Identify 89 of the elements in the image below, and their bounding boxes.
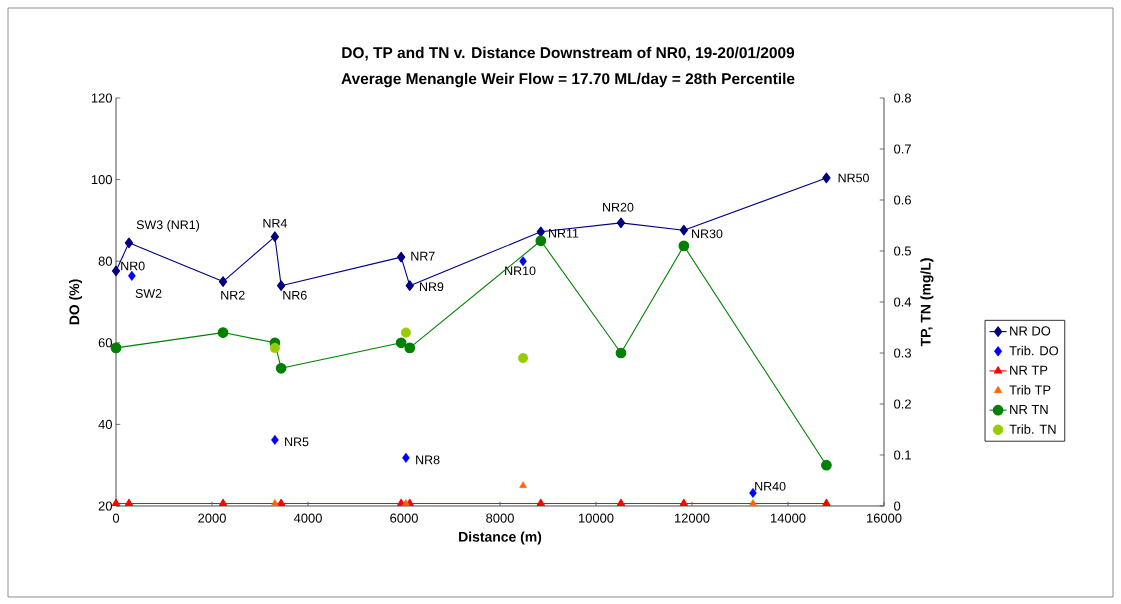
x-tick-label: 16000 xyxy=(866,513,902,523)
chart-title: DO, TP and TN v. Distance Downstream of NR0, 19-20/01/2009 xyxy=(342,46,795,61)
legend-label: NR DO xyxy=(1010,326,1051,336)
annotation: NR4 xyxy=(263,218,287,228)
x-tick-label: 2000 xyxy=(198,513,226,523)
point xyxy=(679,224,688,236)
y2-tick-label: 0.1 xyxy=(894,450,911,460)
annotation: NR11 xyxy=(549,229,579,238)
annotation: NR30 xyxy=(692,229,723,239)
point xyxy=(536,498,545,507)
annotation: NR5 xyxy=(285,437,309,447)
annotation: SW2 xyxy=(135,289,162,298)
point xyxy=(822,498,831,507)
point xyxy=(271,499,279,506)
annotation: NR7 xyxy=(411,251,435,261)
y-axis-title: DO (%) xyxy=(69,279,83,325)
point xyxy=(128,270,136,281)
point xyxy=(124,237,134,249)
y2-axis-title: TP, TN (mg/L) xyxy=(920,258,934,347)
annotation: NR40 xyxy=(755,481,786,491)
x-tick-label: 8000 xyxy=(486,513,514,523)
y2-tick-label: 0.4 xyxy=(894,297,912,307)
point xyxy=(111,265,121,277)
y-tick-label: 60 xyxy=(98,338,112,348)
point xyxy=(616,498,626,507)
y2-tick-label: 0.5 xyxy=(894,246,911,256)
legend-label: NR TN xyxy=(1010,404,1048,414)
point xyxy=(519,256,527,267)
point xyxy=(110,342,122,354)
y2-tick-label: 0.7 xyxy=(894,144,911,154)
point xyxy=(616,217,626,229)
point xyxy=(218,276,228,287)
point xyxy=(822,172,831,184)
point xyxy=(405,280,414,292)
annotation: NR6 xyxy=(283,290,307,300)
x-tick-label: 6000 xyxy=(390,513,418,523)
point xyxy=(269,342,280,353)
y2-tick-label: 0.2 xyxy=(894,399,911,409)
point xyxy=(402,452,410,463)
point xyxy=(217,327,229,338)
y-tick-label: 80 xyxy=(98,256,112,266)
point xyxy=(124,498,134,507)
annotation: NR0 xyxy=(121,261,145,271)
point xyxy=(749,487,757,498)
y-tick-label: 120 xyxy=(91,93,112,103)
x-tick-label: 10000 xyxy=(578,513,614,523)
annotation: NR2 xyxy=(221,290,245,300)
point xyxy=(270,231,280,243)
annotation: NR9 xyxy=(419,282,444,292)
annotation: NR50 xyxy=(838,173,869,183)
point xyxy=(679,498,689,507)
point xyxy=(402,499,410,506)
point xyxy=(218,498,228,507)
point xyxy=(678,240,690,252)
point xyxy=(821,459,832,471)
legend-label: Trib TP xyxy=(1009,385,1051,395)
annotation: NR10 xyxy=(505,266,536,276)
point xyxy=(396,251,406,263)
legend-label: Trib. DO xyxy=(1009,345,1059,356)
point xyxy=(404,342,416,354)
y2-tick-label: 0.8 xyxy=(894,93,911,103)
y-tick-label: 40 xyxy=(98,419,112,429)
point xyxy=(275,362,287,374)
chart-subtitle: Average Menangle Weir Flow = 17.70 ML/day = 28th Percentile xyxy=(341,72,795,88)
annotation: NR8 xyxy=(416,455,440,465)
y2-tick-label: 0.6 xyxy=(894,195,911,205)
point xyxy=(276,280,286,292)
x-tick-label: 14000 xyxy=(770,513,806,523)
x-tick-label: 4000 xyxy=(293,513,322,523)
point xyxy=(400,327,411,338)
point xyxy=(395,337,407,349)
y2-tick-label: 0.3 xyxy=(894,348,911,358)
point xyxy=(111,498,121,507)
point xyxy=(615,347,627,359)
legend-label: Trib. TN xyxy=(1009,424,1056,434)
point xyxy=(519,481,527,488)
x-axis-title: Distance (m) xyxy=(459,531,542,545)
point xyxy=(749,499,757,506)
annotation: NR20 xyxy=(603,202,634,212)
x-tick-label: 0 xyxy=(112,513,120,523)
point xyxy=(518,353,529,364)
point xyxy=(535,235,547,247)
y-tick-label: 100 xyxy=(91,175,112,185)
point xyxy=(271,434,279,445)
y2-tick-label: 0 xyxy=(894,501,901,511)
legend-label: NR TP xyxy=(1010,365,1048,375)
annotation: SW3 (NR1) xyxy=(136,220,200,232)
x-tick-label: 12000 xyxy=(674,513,710,523)
y-tick-label: 20 xyxy=(98,501,112,511)
